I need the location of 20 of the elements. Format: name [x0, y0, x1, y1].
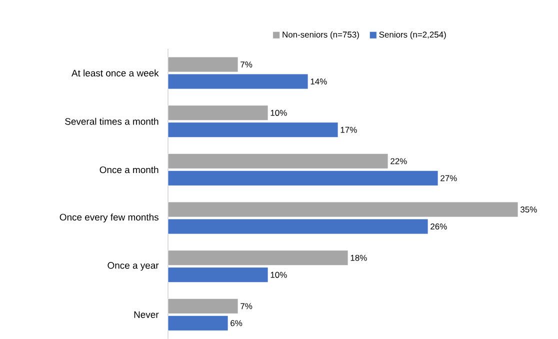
- data-label: 17%: [340, 126, 357, 133]
- data-label: 10%: [270, 272, 287, 278]
- y-tick-label: At least once a week: [72, 70, 159, 76]
- data-label: 22%: [390, 158, 407, 164]
- legend-label: Seniors (n=2,254): [379, 31, 446, 40]
- data-label: 6%: [230, 320, 242, 326]
- data-label: 35%: [520, 206, 537, 212]
- data-label: 18%: [350, 254, 367, 261]
- data-label: 26%: [430, 223, 447, 230]
- data-label: 27%: [440, 175, 457, 182]
- y-tick-label: Once a year: [108, 262, 159, 271]
- data-label: 10%: [270, 110, 287, 116]
- legend-label: Non-seniors (n=753): [282, 31, 359, 40]
- y-tick-label: Once every few months: [60, 214, 158, 222]
- y-tick-label: Once a month: [100, 166, 158, 174]
- data-label: 14%: [310, 78, 327, 84]
- y-tick-label: Several times a month: [65, 118, 158, 125]
- data-label: 7%: [240, 303, 252, 310]
- data-label: 7%: [240, 62, 252, 68]
- y-tick-label: Never: [134, 311, 159, 318]
